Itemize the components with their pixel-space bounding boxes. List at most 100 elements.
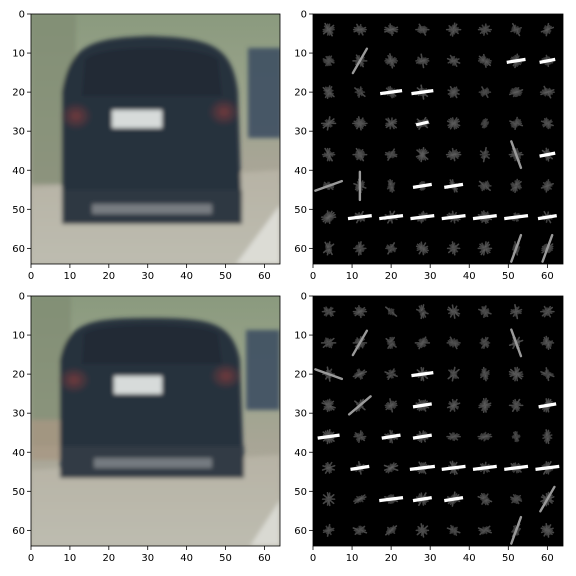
hog-cell (320, 116, 337, 131)
hog-cell (447, 86, 460, 99)
axes-frame-top-left (30, 13, 281, 265)
hog-cell (477, 492, 493, 506)
hog-cell (510, 22, 522, 37)
hog-cell (508, 366, 524, 382)
y-tick-label: 0 (19, 10, 25, 21)
x-tick-label: 20 (102, 271, 115, 282)
hog-cell (415, 23, 430, 36)
hog-vertical-edge (510, 140, 523, 170)
hog-cell (322, 22, 335, 37)
hog-strong-edge (412, 402, 433, 409)
y-tick-label: 20 (12, 88, 25, 99)
hog-cell (446, 117, 461, 130)
y-tick-label: 60 (294, 526, 307, 537)
hog-vertical-edge (351, 329, 369, 357)
hog-strong-edge (504, 464, 529, 471)
x-tick-label: 50 (502, 271, 515, 282)
hog-cell (445, 147, 462, 162)
axes-frame-bottom-right (312, 295, 564, 547)
x-tick-label: 0 (310, 271, 316, 282)
hog-cell (446, 241, 461, 256)
axes-frames (30, 13, 564, 547)
hog-strong-edge (381, 433, 401, 440)
x-tick-label: 10 (64, 271, 77, 282)
y-tick-label: 40 (12, 448, 25, 459)
hog-cell (320, 210, 337, 224)
hog-cell (480, 366, 490, 382)
y-tick-label: 30 (12, 127, 25, 138)
x-tick-label: 50 (219, 553, 232, 564)
y-tick-label: 10 (294, 331, 307, 342)
hog-cell (416, 304, 429, 320)
y-tick-label: 50 (294, 487, 307, 498)
x-tick-label: 60 (258, 553, 271, 564)
hog-vertical-edge (541, 233, 554, 263)
y-tick-label: 20 (294, 88, 307, 99)
hog-cell (321, 398, 336, 413)
hog-strong-edge (347, 214, 372, 221)
hog-cell (384, 53, 398, 69)
x-tick-label: 60 (258, 271, 271, 282)
hog-cell (415, 147, 430, 163)
hog-cell (509, 86, 524, 98)
hog-strong-edge (538, 402, 557, 409)
hog-cell (539, 85, 555, 99)
y-tick-label: 60 (294, 244, 307, 255)
x-tick-label: 0 (28, 271, 34, 282)
x-tick-label: 50 (219, 271, 232, 282)
x-tick-label: 0 (28, 553, 34, 564)
hog-cell (322, 241, 335, 256)
y-tick-label: 30 (294, 409, 307, 420)
hog-cell (511, 430, 521, 443)
hog-cell (352, 305, 368, 319)
hog-cell (540, 523, 555, 538)
hog-strong-edge (443, 182, 464, 189)
hog-cell (321, 461, 336, 474)
panel-top-right-hog (313, 14, 563, 264)
panel-top-left-photo (31, 14, 280, 264)
hog-cell (478, 397, 492, 413)
hog-cell (447, 304, 461, 319)
hog-cell (384, 398, 398, 413)
hog-cell (446, 524, 461, 536)
hog-strong-edge (472, 214, 497, 221)
hog-cell (540, 305, 555, 318)
x-tick-label: 30 (424, 553, 437, 564)
hog-vertical-edge (510, 515, 523, 545)
hog-cell (477, 23, 492, 36)
panel-bottom-left-photo (31, 296, 280, 546)
hog-vertical-edge (510, 233, 523, 263)
hog-strong-edge (412, 496, 433, 503)
hog-cell (415, 523, 430, 538)
y-tick-label: 50 (12, 205, 25, 216)
y-tick-label: 60 (12, 526, 25, 537)
hog-cell (445, 22, 462, 37)
hog-strong-edge (504, 214, 529, 221)
hog-strong-edge (441, 214, 466, 221)
hog-cell (477, 241, 493, 256)
hog-cell (415, 241, 429, 256)
x-tick-label: 30 (141, 271, 154, 282)
hog-cell (322, 523, 335, 537)
y-tick-label: 30 (294, 127, 307, 138)
hog-cell (510, 178, 522, 194)
hog-vertical-edge (314, 368, 344, 381)
y-tick-label: 0 (19, 292, 25, 303)
hog-cell (414, 336, 431, 350)
hog-strong-edge (415, 120, 429, 127)
x-tick-label: 10 (64, 553, 77, 564)
x-tick-label: 40 (180, 553, 193, 564)
y-tick-label: 20 (12, 370, 25, 381)
hog-cell (352, 147, 368, 162)
hog-vertical-edge (539, 485, 556, 513)
x-tick-label: 10 (346, 553, 359, 564)
hog-cell (385, 306, 398, 317)
hog-strong-edge (535, 464, 560, 471)
y-tick-label: 0 (301, 292, 307, 303)
y-tick-label: 40 (12, 166, 25, 177)
y-tick-label: 50 (294, 205, 307, 216)
hog-cell (479, 146, 491, 163)
hog-background (313, 14, 563, 264)
y-tick-label: 0 (301, 10, 307, 21)
